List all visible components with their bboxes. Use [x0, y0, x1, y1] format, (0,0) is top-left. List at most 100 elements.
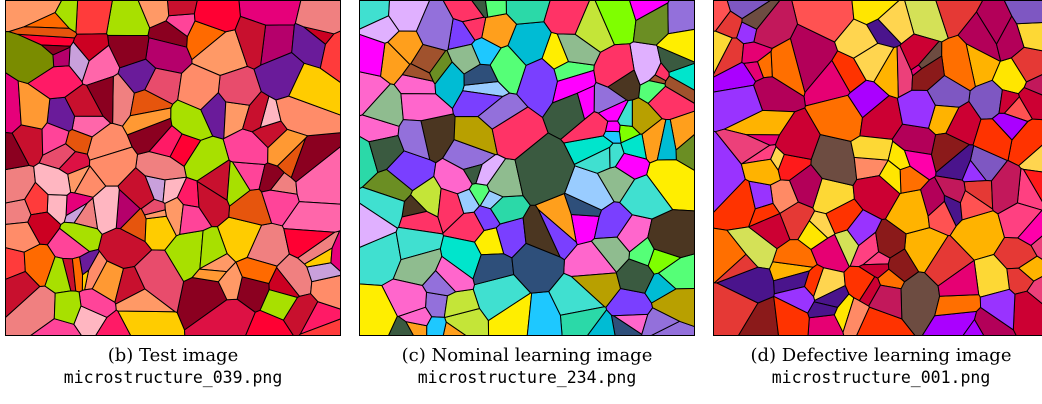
- grain-cell: [86, 75, 114, 124]
- grain-cell: [851, 1, 900, 26]
- grain-cell: [590, 236, 630, 273]
- grain-cell: [196, 180, 230, 228]
- caption-label: (b) Test image: [107, 345, 239, 366]
- caption-label: (c) Nominal learning image: [401, 345, 653, 366]
- grain-cell: [267, 128, 308, 167]
- microstructure-image-nominal: [359, 0, 695, 336]
- panel-defective-learning-image: (d) Defective learning image microstruct…: [713, 0, 1042, 404]
- grain-cell: [847, 79, 890, 119]
- grain-cell: [75, 1, 113, 35]
- grain-cell: [475, 154, 507, 186]
- caption-filename: microstructure_039.png: [63, 368, 283, 387]
- caption-test-image: (b) Test image microstructure_039.png: [5, 345, 341, 389]
- grain-cell: [641, 307, 680, 335]
- grain-cell: [33, 162, 72, 196]
- caption-defective-learning-image: (d) Defective learning image microstruct…: [713, 345, 1042, 389]
- grain-cell: [166, 1, 198, 17]
- grain-cell: [1004, 1, 1042, 25]
- grain-cell: [27, 211, 62, 246]
- grain-cell: [614, 152, 651, 180]
- grain-cell: [137, 1, 170, 29]
- grain-cell: [193, 1, 241, 33]
- microstructure-image-defective: [713, 0, 1042, 336]
- grain-cell: [474, 227, 505, 256]
- grain-cell: [426, 316, 447, 335]
- panel-nominal-learning-image: (c) Nominal learning image microstructur…: [359, 0, 695, 404]
- grain-cell: [559, 306, 607, 335]
- grain-cell: [275, 95, 340, 137]
- grain-cell: [177, 63, 221, 111]
- grain-cell: [935, 1, 983, 39]
- grain-cell: [54, 1, 79, 33]
- grain-cell: [543, 1, 590, 35]
- grain-cell: [330, 230, 340, 272]
- grain-cell: [632, 2, 669, 46]
- grain-cell: [537, 209, 578, 261]
- grain-cell: [667, 1, 694, 35]
- grain-cell: [217, 261, 243, 301]
- grain-cell: [144, 209, 167, 220]
- grain-cell: [896, 89, 936, 129]
- grain-cell: [924, 235, 975, 287]
- grain-cell: [435, 255, 475, 293]
- grain-cell: [294, 1, 340, 35]
- voronoi-grain-map-nominal: [360, 1, 694, 335]
- grain-cell: [401, 63, 434, 82]
- grain-cell: [852, 175, 901, 220]
- grain-cell: [807, 301, 838, 319]
- caption-nominal-learning-image: (c) Nominal learning image microstructur…: [359, 345, 695, 389]
- grain-cell: [605, 120, 621, 133]
- grain-cell: [979, 288, 1016, 331]
- grain-cell: [972, 118, 1013, 162]
- grain-cell: [217, 65, 262, 106]
- grain-cell: [44, 256, 72, 294]
- grain-cell: [998, 89, 1020, 114]
- grain-cell: [397, 119, 431, 161]
- grain-cell: [477, 92, 529, 130]
- grain-cell: [514, 132, 576, 206]
- grain-cell: [891, 123, 937, 155]
- grain-cell: [95, 309, 131, 335]
- grain-cell: [741, 41, 773, 64]
- grain-cell: [638, 80, 666, 104]
- grain-cell: [442, 1, 485, 23]
- grain-cell: [808, 210, 836, 239]
- grain-cell: [850, 135, 894, 161]
- grain-cell: [261, 189, 300, 227]
- grain-cell: [6, 132, 30, 170]
- grain-cell: [644, 272, 677, 304]
- grain-cell: [846, 209, 883, 246]
- grain-cell: [282, 293, 319, 335]
- grain-cell: [360, 15, 400, 44]
- grain-cell: [655, 28, 694, 63]
- microstructure-image-test: [5, 0, 341, 336]
- grain-cell: [628, 236, 655, 267]
- grain-cell: [368, 135, 405, 173]
- grain-cell: [360, 202, 398, 248]
- grain-cell: [576, 85, 595, 120]
- grain-cell: [473, 205, 501, 231]
- grain-cell: [617, 99, 633, 127]
- grain-cell: [170, 99, 214, 141]
- grain-cell: [395, 226, 444, 261]
- caption-filename: microstructure_234.png: [417, 368, 637, 387]
- grain-cell: [748, 202, 781, 228]
- grain-cell: [148, 125, 183, 158]
- grain-cell: [446, 43, 481, 75]
- voronoi-grain-map-test: [6, 1, 340, 335]
- grain-cell: [714, 253, 759, 284]
- grain-cell: [259, 289, 298, 321]
- caption-label: (d) Defective learning image: [750, 345, 1012, 366]
- grain-cell: [74, 165, 107, 198]
- grain-cell: [961, 159, 987, 183]
- grain-cell: [853, 42, 895, 83]
- voronoi-grain-map-defective: [714, 1, 1042, 335]
- grain-cell: [8, 26, 78, 39]
- grain-cell: [714, 1, 731, 32]
- grain-cell: [41, 122, 70, 156]
- grain-cell: [714, 30, 733, 75]
- grain-cell: [511, 242, 565, 294]
- grain-cell: [283, 228, 336, 259]
- grain-cell: [842, 297, 870, 335]
- grain-cell: [485, 1, 507, 18]
